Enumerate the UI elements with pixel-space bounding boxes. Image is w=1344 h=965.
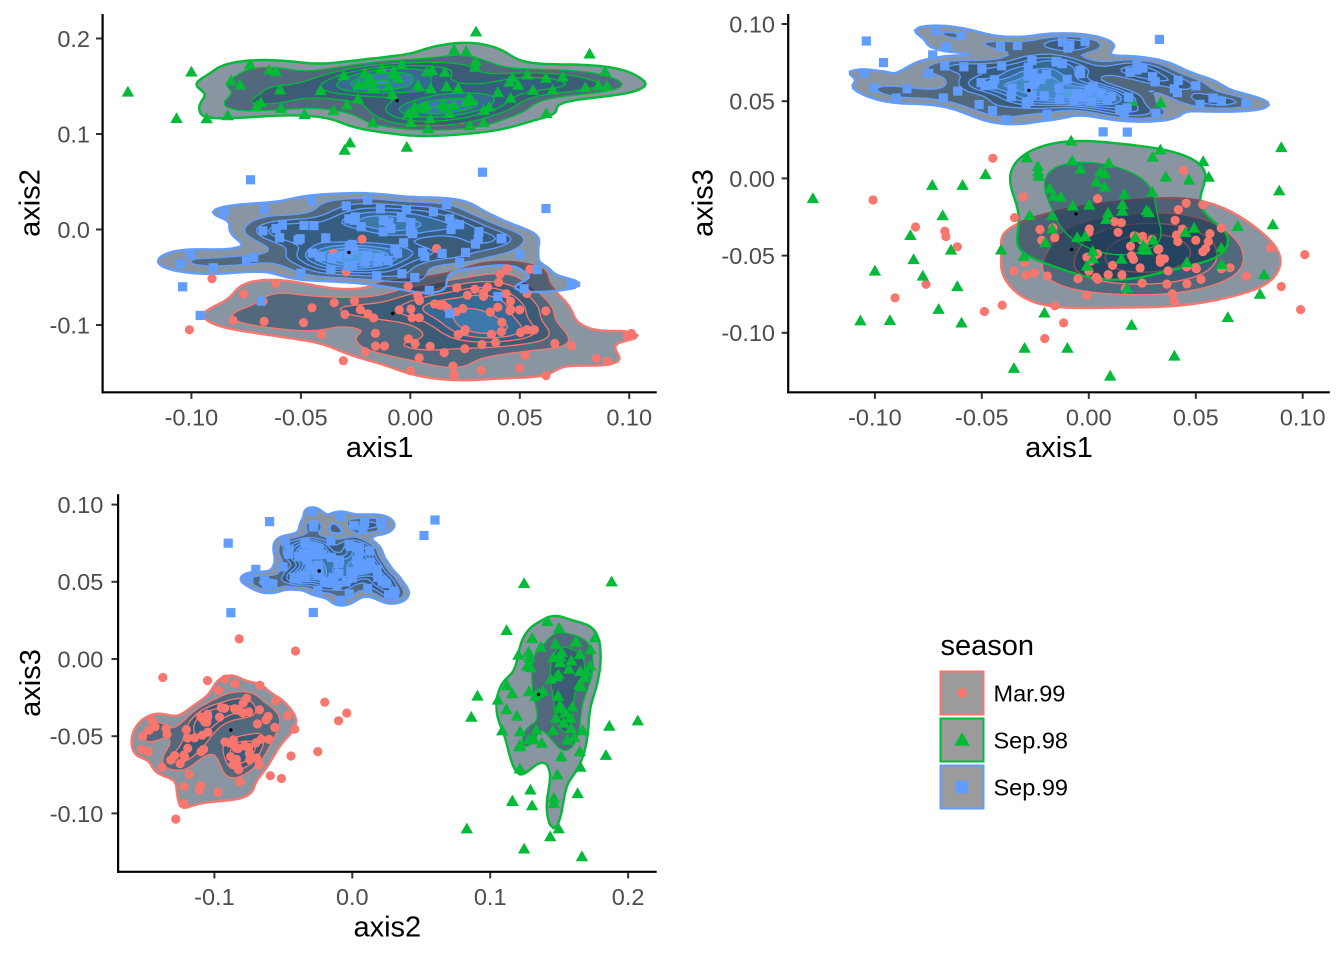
- svg-text:Sep.99: Sep.99: [994, 774, 1068, 800]
- svg-text:0.2: 0.2: [612, 884, 645, 910]
- svg-text:-0.10: -0.10: [721, 320, 775, 346]
- svg-text:0.05: 0.05: [1173, 405, 1219, 431]
- svg-text:-0.05: -0.05: [955, 405, 1009, 431]
- svg-text:axis3: axis3: [688, 169, 720, 237]
- svg-text:axis3: axis3: [15, 649, 47, 717]
- svg-text:-0.05: -0.05: [50, 724, 104, 750]
- svg-text:Sep.98: Sep.98: [994, 727, 1068, 753]
- svg-text:0.00: 0.00: [387, 405, 433, 431]
- svg-text:0.1: 0.1: [57, 121, 90, 147]
- svg-text:0.00: 0.00: [1066, 405, 1112, 431]
- svg-text:axis2: axis2: [353, 912, 421, 944]
- svg-text:-0.05: -0.05: [274, 405, 328, 431]
- svg-text:season: season: [941, 630, 1035, 662]
- svg-text:Mar.99: Mar.99: [994, 680, 1066, 706]
- svg-text:axis1: axis1: [346, 432, 414, 464]
- svg-text:0.05: 0.05: [497, 405, 543, 431]
- svg-text:0.05: 0.05: [58, 569, 104, 595]
- svg-text:0.10: 0.10: [1280, 405, 1326, 431]
- svg-text:-0.10: -0.10: [165, 405, 219, 431]
- svg-text:0.00: 0.00: [58, 646, 104, 672]
- svg-text:0.2: 0.2: [57, 26, 90, 52]
- svg-text:-0.10: -0.10: [848, 405, 902, 431]
- svg-text:0.10: 0.10: [58, 492, 104, 518]
- svg-text:0.0: 0.0: [57, 217, 90, 243]
- svg-text:0.10: 0.10: [606, 405, 652, 431]
- svg-text:0.10: 0.10: [729, 11, 775, 37]
- svg-text:0.0: 0.0: [336, 884, 369, 910]
- svg-text:0.05: 0.05: [729, 89, 775, 115]
- svg-text:-0.10: -0.10: [50, 801, 104, 827]
- svg-text:0.00: 0.00: [729, 166, 775, 192]
- svg-text:axis1: axis1: [1025, 432, 1093, 464]
- svg-text:axis2: axis2: [15, 169, 47, 237]
- svg-text:-0.1: -0.1: [50, 312, 91, 338]
- svg-text:0.1: 0.1: [474, 884, 507, 910]
- svg-text:-0.1: -0.1: [194, 884, 235, 910]
- svg-text:-0.05: -0.05: [721, 243, 775, 269]
